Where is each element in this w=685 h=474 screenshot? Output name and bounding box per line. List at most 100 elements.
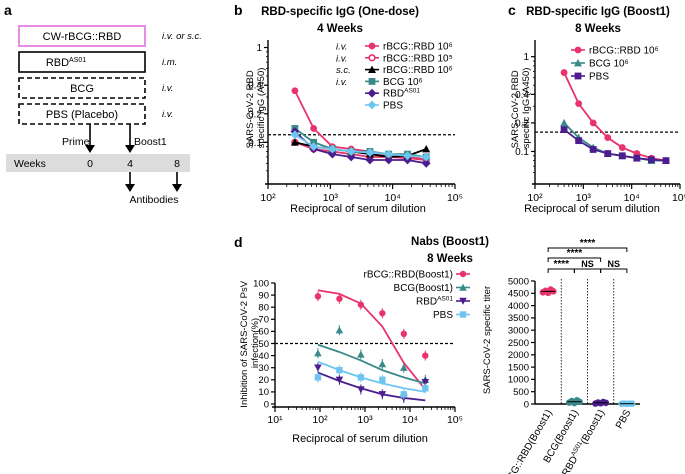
box-pbs-text: PBS (Placebo) <box>46 109 118 121</box>
y-tick-label: 40 <box>258 351 269 362</box>
legend-2-label: RBDAS01 <box>416 296 453 308</box>
series-2-point <box>662 157 670 165</box>
y-tick-label: 4000 <box>508 301 529 312</box>
antibody-arrow-1-head <box>125 184 135 192</box>
legend-1-marker <box>459 283 467 291</box>
legend-1-marker <box>574 59 582 67</box>
x-tick-label: 10⁵ <box>447 414 463 426</box>
chart-d-title: Nabs (Boost1) <box>411 236 489 248</box>
series-2-point <box>575 137 583 145</box>
chart-b-subtitle: 4 Weeks <box>317 23 363 35</box>
significance-label-4: NS <box>607 259 620 269</box>
category-label-3: PBS <box>614 408 634 431</box>
route-3: i.v. <box>162 109 173 120</box>
legend-2-marker <box>459 297 467 305</box>
series-3-point <box>400 391 408 398</box>
series-5-point <box>309 142 319 152</box>
route-2: i.v. <box>162 83 173 94</box>
x-tick-label: 10² <box>527 192 543 204</box>
panel-b-label: b <box>234 2 243 18</box>
y-tick-label: 2500 <box>508 338 529 349</box>
boost-label: Boost1 <box>134 136 167 148</box>
y-tick-label: 10 <box>258 387 269 398</box>
route-0: i.v. or s.c. <box>162 31 202 42</box>
series-1-point <box>378 360 387 368</box>
panel-c-label: c <box>508 2 516 18</box>
panel-d-label: d <box>234 234 243 250</box>
legend-3-marker <box>368 78 376 85</box>
series-5-point <box>421 152 431 162</box>
legend-1-label: BCG(Boost1) <box>394 283 453 294</box>
series-2-point <box>378 391 387 399</box>
significance-label-2: **** <box>553 259 569 270</box>
panel-d: d Nabs (Boost1) 8 Weeks Reciprocal of se… <box>234 234 640 474</box>
series-2-point <box>422 144 431 153</box>
y-tick-label: 2000 <box>508 350 529 361</box>
y-tick-label: 0.4 <box>515 90 529 101</box>
series-2-point <box>589 146 597 153</box>
y-tick-label: 90 <box>258 290 269 301</box>
legend-2-name: PBS <box>589 72 609 83</box>
series-3-point <box>422 385 429 392</box>
y-tick-label: 0.1 <box>248 138 262 149</box>
series-4-point <box>328 149 337 159</box>
chart-b-plot: 1 0.4 0.2 0.1 10² 10³ 10⁴ 10⁵ <box>248 40 463 204</box>
antibody-arrow-2-head <box>172 184 182 192</box>
legend-3-label: BCG 10⁶ <box>383 77 423 88</box>
series-0-point <box>314 293 322 300</box>
legend-1-marker <box>368 54 376 62</box>
y-tick-label: 5000 <box>508 276 529 287</box>
series-0-point <box>422 352 429 359</box>
series-2-fit <box>317 371 426 402</box>
x-tick-label: 10⁴ <box>624 192 640 204</box>
y-tick-label: 0.1 <box>515 147 529 158</box>
y-tick-label: 100 <box>253 278 269 289</box>
y-tick-label: 1500 <box>508 362 529 373</box>
weeks-label: Weeks <box>14 158 46 170</box>
panel-a-label: a <box>4 2 12 18</box>
y-tick-label: 50 <box>258 339 269 350</box>
series-2-point <box>604 150 612 157</box>
y-tick-label: 70 <box>258 315 269 326</box>
legend-4-marker <box>367 88 377 98</box>
y-tick-label: 1000 <box>508 375 529 386</box>
series-1-point <box>400 363 408 371</box>
y-tick-label: 500 <box>513 387 529 398</box>
legend-3-label: PBS <box>433 310 453 321</box>
x-tick-label: 10³ <box>323 192 339 204</box>
series-1-point <box>357 350 365 358</box>
legend-5-name: PBS <box>383 101 403 112</box>
legend-1-name: BCG(Boost1) <box>394 283 453 294</box>
rbd-label: RBD <box>46 57 69 69</box>
series-2-point <box>560 126 568 134</box>
series-4-point <box>421 158 431 168</box>
x-tick-label: 10³ <box>357 414 373 426</box>
y-tick-label: 1 <box>256 43 262 54</box>
series-5-point <box>290 130 300 140</box>
significance-label-0: **** <box>580 238 596 249</box>
legend-1-label: BCG 10⁶ <box>589 59 629 70</box>
legend-2-name: RBD <box>416 297 437 308</box>
y-tick-label: 80 <box>258 303 269 314</box>
legend-0-marker <box>368 42 376 50</box>
box-bcg <box>18 77 146 99</box>
weeks-bar <box>6 154 190 172</box>
chart-d-xlabel: Reciprocal of serum dilution <box>292 433 428 445</box>
x-tick-label: 10⁴ <box>402 414 418 426</box>
series-3-point <box>336 366 343 374</box>
chart-b-xlabel: Reciprocal of serum dilution <box>290 203 426 215</box>
legend-4-name: RBD <box>383 89 404 100</box>
legend-0-marker <box>459 270 467 278</box>
series-0-fit <box>317 289 426 391</box>
series-5-point <box>365 148 375 157</box>
legend-2-label: PBS <box>589 72 609 83</box>
chart-b-ylabel-line2: specific IgG (A450) <box>256 68 267 149</box>
legend-2-sup: AS01 <box>437 296 453 303</box>
series-0-point <box>400 330 408 338</box>
y-tick-label: 20 <box>258 375 269 386</box>
chart-c-ylabel-line1: SARS-CoV-2 RBD <box>510 70 521 148</box>
chart-b-ylabel-line1: SARS-CoV-2 RBD <box>245 70 256 148</box>
